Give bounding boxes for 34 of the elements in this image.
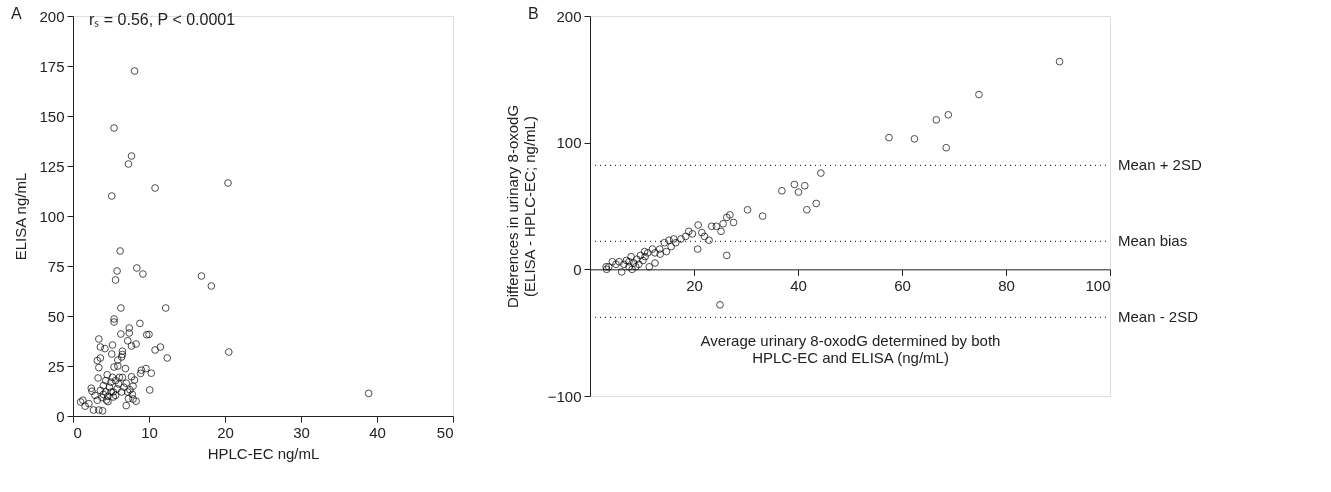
y-tick-label: 125 (39, 157, 65, 175)
y-tick-label: 100 (39, 207, 65, 225)
ref-line-label: Mean - 2SD (1118, 308, 1199, 326)
x-tick-label: 100 (1085, 276, 1111, 294)
y-axis-title: ELISA ng/mL (12, 172, 30, 261)
x-tick-label: 60 (894, 276, 911, 294)
text: A (11, 5, 22, 22)
y-tick-label: 75 (47, 257, 65, 275)
x-tick-label: 80 (998, 276, 1015, 294)
y-axis-title: Differences in urinary 8-oxodG (ELISA - HPLC-EC; ng/mL) (503, 104, 538, 309)
annotation: rₛ = 0.56, P < 0.0001 (89, 11, 236, 28)
x-tick-label: 10 (141, 423, 158, 441)
y-tick-label: 25 (47, 357, 65, 375)
ref-line-label: Mean + 2SD (1118, 156, 1202, 174)
x-tick-label: 50 (436, 423, 454, 441)
y-tick-label: 50 (47, 307, 65, 325)
x-axis-title: Average urinary 8-oxodG determined by both HPLC-EC and ELISA (ng/mL) (700, 331, 1001, 366)
y-tick-label: 175 (39, 57, 65, 75)
x-tick-label: 40 (790, 276, 807, 294)
y-tick-label: 0 (573, 260, 582, 278)
y-tick-label: −100 (547, 387, 582, 405)
ref-line-label: Mean bias (1118, 232, 1188, 250)
text: B (528, 5, 539, 22)
y-tick-label: 200 (556, 7, 582, 25)
x-tick-label: 20 (217, 423, 234, 441)
x-tick-label: 40 (369, 423, 386, 441)
x-tick-label: 20 (686, 276, 703, 294)
x-tick-label: 0 (73, 423, 82, 441)
y-tick-label: 200 (39, 7, 65, 25)
x-axis-title: HPLC-EC ng/mL (207, 444, 320, 462)
y-tick-label: 0 (56, 407, 65, 425)
y-tick-label: 150 (39, 107, 65, 125)
x-tick-label: 30 (293, 423, 310, 441)
y-tick-label: 100 (556, 134, 582, 152)
